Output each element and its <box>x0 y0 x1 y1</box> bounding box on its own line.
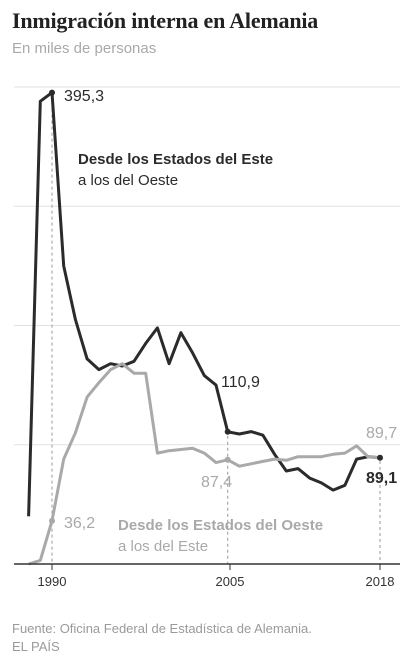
series-label-west-east-line1: Desde los Estados del Oeste <box>118 517 323 534</box>
x-tick-label-1990: 1990 <box>38 574 67 589</box>
chart-title: Inmigración interna en Alemania <box>12 8 319 33</box>
chart-subtitle: En miles de personas <box>12 40 157 57</box>
x-tick-label-2018: 2018 <box>366 574 395 589</box>
point-east-west-2018 <box>377 454 383 461</box>
value-label-110: 110,9 <box>221 374 260 391</box>
point-west-east-1990 <box>49 517 55 524</box>
series-line-east-to-west <box>27 91 381 517</box>
series-label-east-west-line1: Desde los Estados del Este <box>78 151 273 168</box>
point-peak-1990 <box>49 89 55 96</box>
line-chart: 1990 2005 2018 Desde los Estados del Est… <box>14 86 400 589</box>
footer: Fuente: Oficina Federal de Estadística d… <box>12 620 312 656</box>
source-note: Fuente: Oficina Federal de Estadística d… <box>12 621 312 636</box>
value-label-395: 395,3 <box>64 88 104 105</box>
x-tick-label-2005: 2005 <box>216 574 245 589</box>
value-label-87: 87,4 <box>201 474 232 491</box>
publisher-credit: EL PAÍS <box>12 639 60 654</box>
series-label-east-west-line2: a los del Oeste <box>78 172 178 189</box>
value-label-89-7: 89,7 <box>366 425 397 442</box>
series-label-west-east-line2: a los del Este <box>118 538 208 555</box>
value-label-36: 36,2 <box>64 515 95 532</box>
point-west-east-2005 <box>224 456 231 463</box>
value-label-89-1: 89,1 <box>366 470 397 487</box>
series-line-west-to-east <box>28 362 381 566</box>
point-east-west-2005 <box>224 428 231 435</box>
